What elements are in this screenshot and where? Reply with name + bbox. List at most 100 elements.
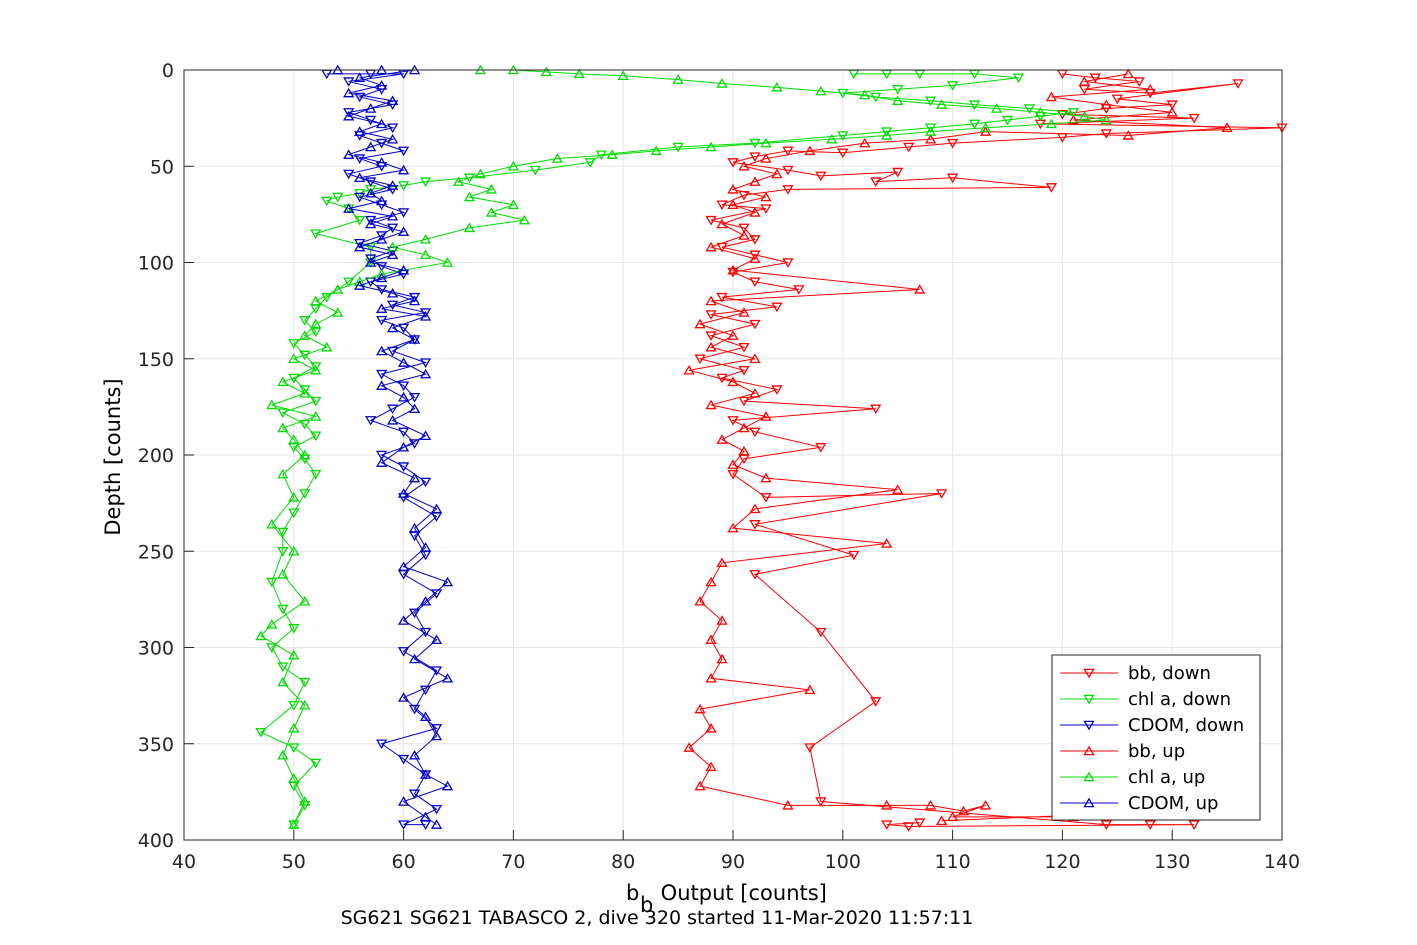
data-point [365, 115, 377, 126]
data-point [782, 165, 794, 176]
data-point [277, 422, 289, 433]
data-point [408, 522, 421, 533]
legend-swatch-marker [1083, 668, 1095, 679]
data-point [397, 820, 410, 830]
data-point [782, 146, 794, 157]
data-point [1122, 130, 1134, 140]
data-point [870, 177, 882, 187]
data-point [881, 127, 893, 137]
data-point [386, 123, 399, 134]
data-point [419, 308, 432, 318]
data-point [365, 177, 377, 187]
data-point [727, 416, 739, 426]
data-point [397, 357, 410, 367]
data-point [299, 677, 311, 688]
data-point [365, 103, 377, 113]
data-point [705, 634, 717, 645]
data-point [738, 160, 750, 171]
data-point [376, 262, 388, 272]
data-point [705, 399, 717, 410]
data-point [397, 264, 410, 275]
data-point [397, 561, 410, 571]
data-point [310, 229, 322, 239]
data-point [946, 81, 959, 91]
data-point [716, 434, 728, 444]
data-point [650, 145, 662, 156]
data-point [376, 138, 388, 149]
data-point [408, 472, 421, 483]
data-point [705, 761, 717, 772]
axis-ticks: 40 50 60 70 80 90 100 110 120 130 140 0 50 100 150 200 2… [138, 60, 1300, 873]
data-point [760, 472, 772, 483]
data-point [1188, 113, 1200, 124]
data-point [485, 184, 498, 194]
data-point [430, 730, 443, 741]
data-point [705, 310, 717, 320]
data-point [727, 469, 739, 480]
data-point [288, 508, 300, 519]
data-point [716, 218, 728, 229]
data-point [815, 797, 827, 807]
x-tick-label: 50 [282, 851, 306, 873]
data-point [738, 223, 750, 234]
data-point [463, 173, 476, 184]
data-point [299, 489, 311, 499]
data-point [1067, 114, 1080, 125]
data-point [859, 89, 871, 100]
data-point [430, 819, 443, 829]
data-point [903, 822, 915, 832]
y-tick-label: 100 [138, 253, 174, 275]
data-point [288, 773, 300, 783]
data-point [705, 576, 717, 587]
data-point [694, 354, 706, 365]
data-point [277, 408, 289, 418]
data-point [749, 277, 761, 288]
data-point [299, 385, 311, 395]
data-point [408, 789, 421, 800]
data-point [925, 123, 937, 134]
x-tick-label: 60 [392, 851, 416, 873]
legend-item: CDOM, down [1060, 715, 1244, 736]
data-point [343, 277, 355, 288]
data-point [397, 647, 410, 657]
data-point [365, 218, 377, 229]
data-point [310, 469, 322, 480]
data-point [397, 146, 410, 157]
legend-label: bb, up [1128, 741, 1185, 762]
data-point [419, 249, 432, 260]
data-point [584, 158, 596, 168]
legend-swatch-marker [1083, 797, 1095, 808]
data-point [299, 699, 311, 710]
data-point [925, 133, 937, 144]
data-point [397, 381, 410, 392]
data-point [716, 78, 728, 88]
data-point [946, 173, 959, 184]
data-point [386, 210, 399, 221]
series-bb-down [694, 69, 1288, 832]
data-point [1144, 820, 1156, 830]
data-point [1045, 91, 1058, 102]
data-point [288, 545, 300, 556]
data-point [826, 133, 838, 144]
data-point [376, 303, 388, 313]
data-point [354, 126, 366, 136]
data-point [266, 619, 278, 629]
x-tick-label: 40 [172, 851, 196, 873]
data-point [386, 404, 399, 415]
data-point [343, 108, 355, 118]
data-point [321, 292, 333, 303]
data-point [1100, 99, 1112, 109]
data-point [1045, 183, 1058, 193]
legend-box [1051, 654, 1261, 821]
data-point [343, 110, 355, 121]
data-point [749, 570, 761, 580]
data-point [870, 404, 882, 415]
series-bb-up [683, 68, 1233, 825]
data-point [288, 649, 300, 660]
data-point [376, 231, 388, 241]
data-point [397, 796, 410, 806]
data-point [859, 137, 871, 148]
data-point [321, 196, 333, 207]
data-point [277, 468, 289, 479]
data-point [1100, 114, 1112, 125]
